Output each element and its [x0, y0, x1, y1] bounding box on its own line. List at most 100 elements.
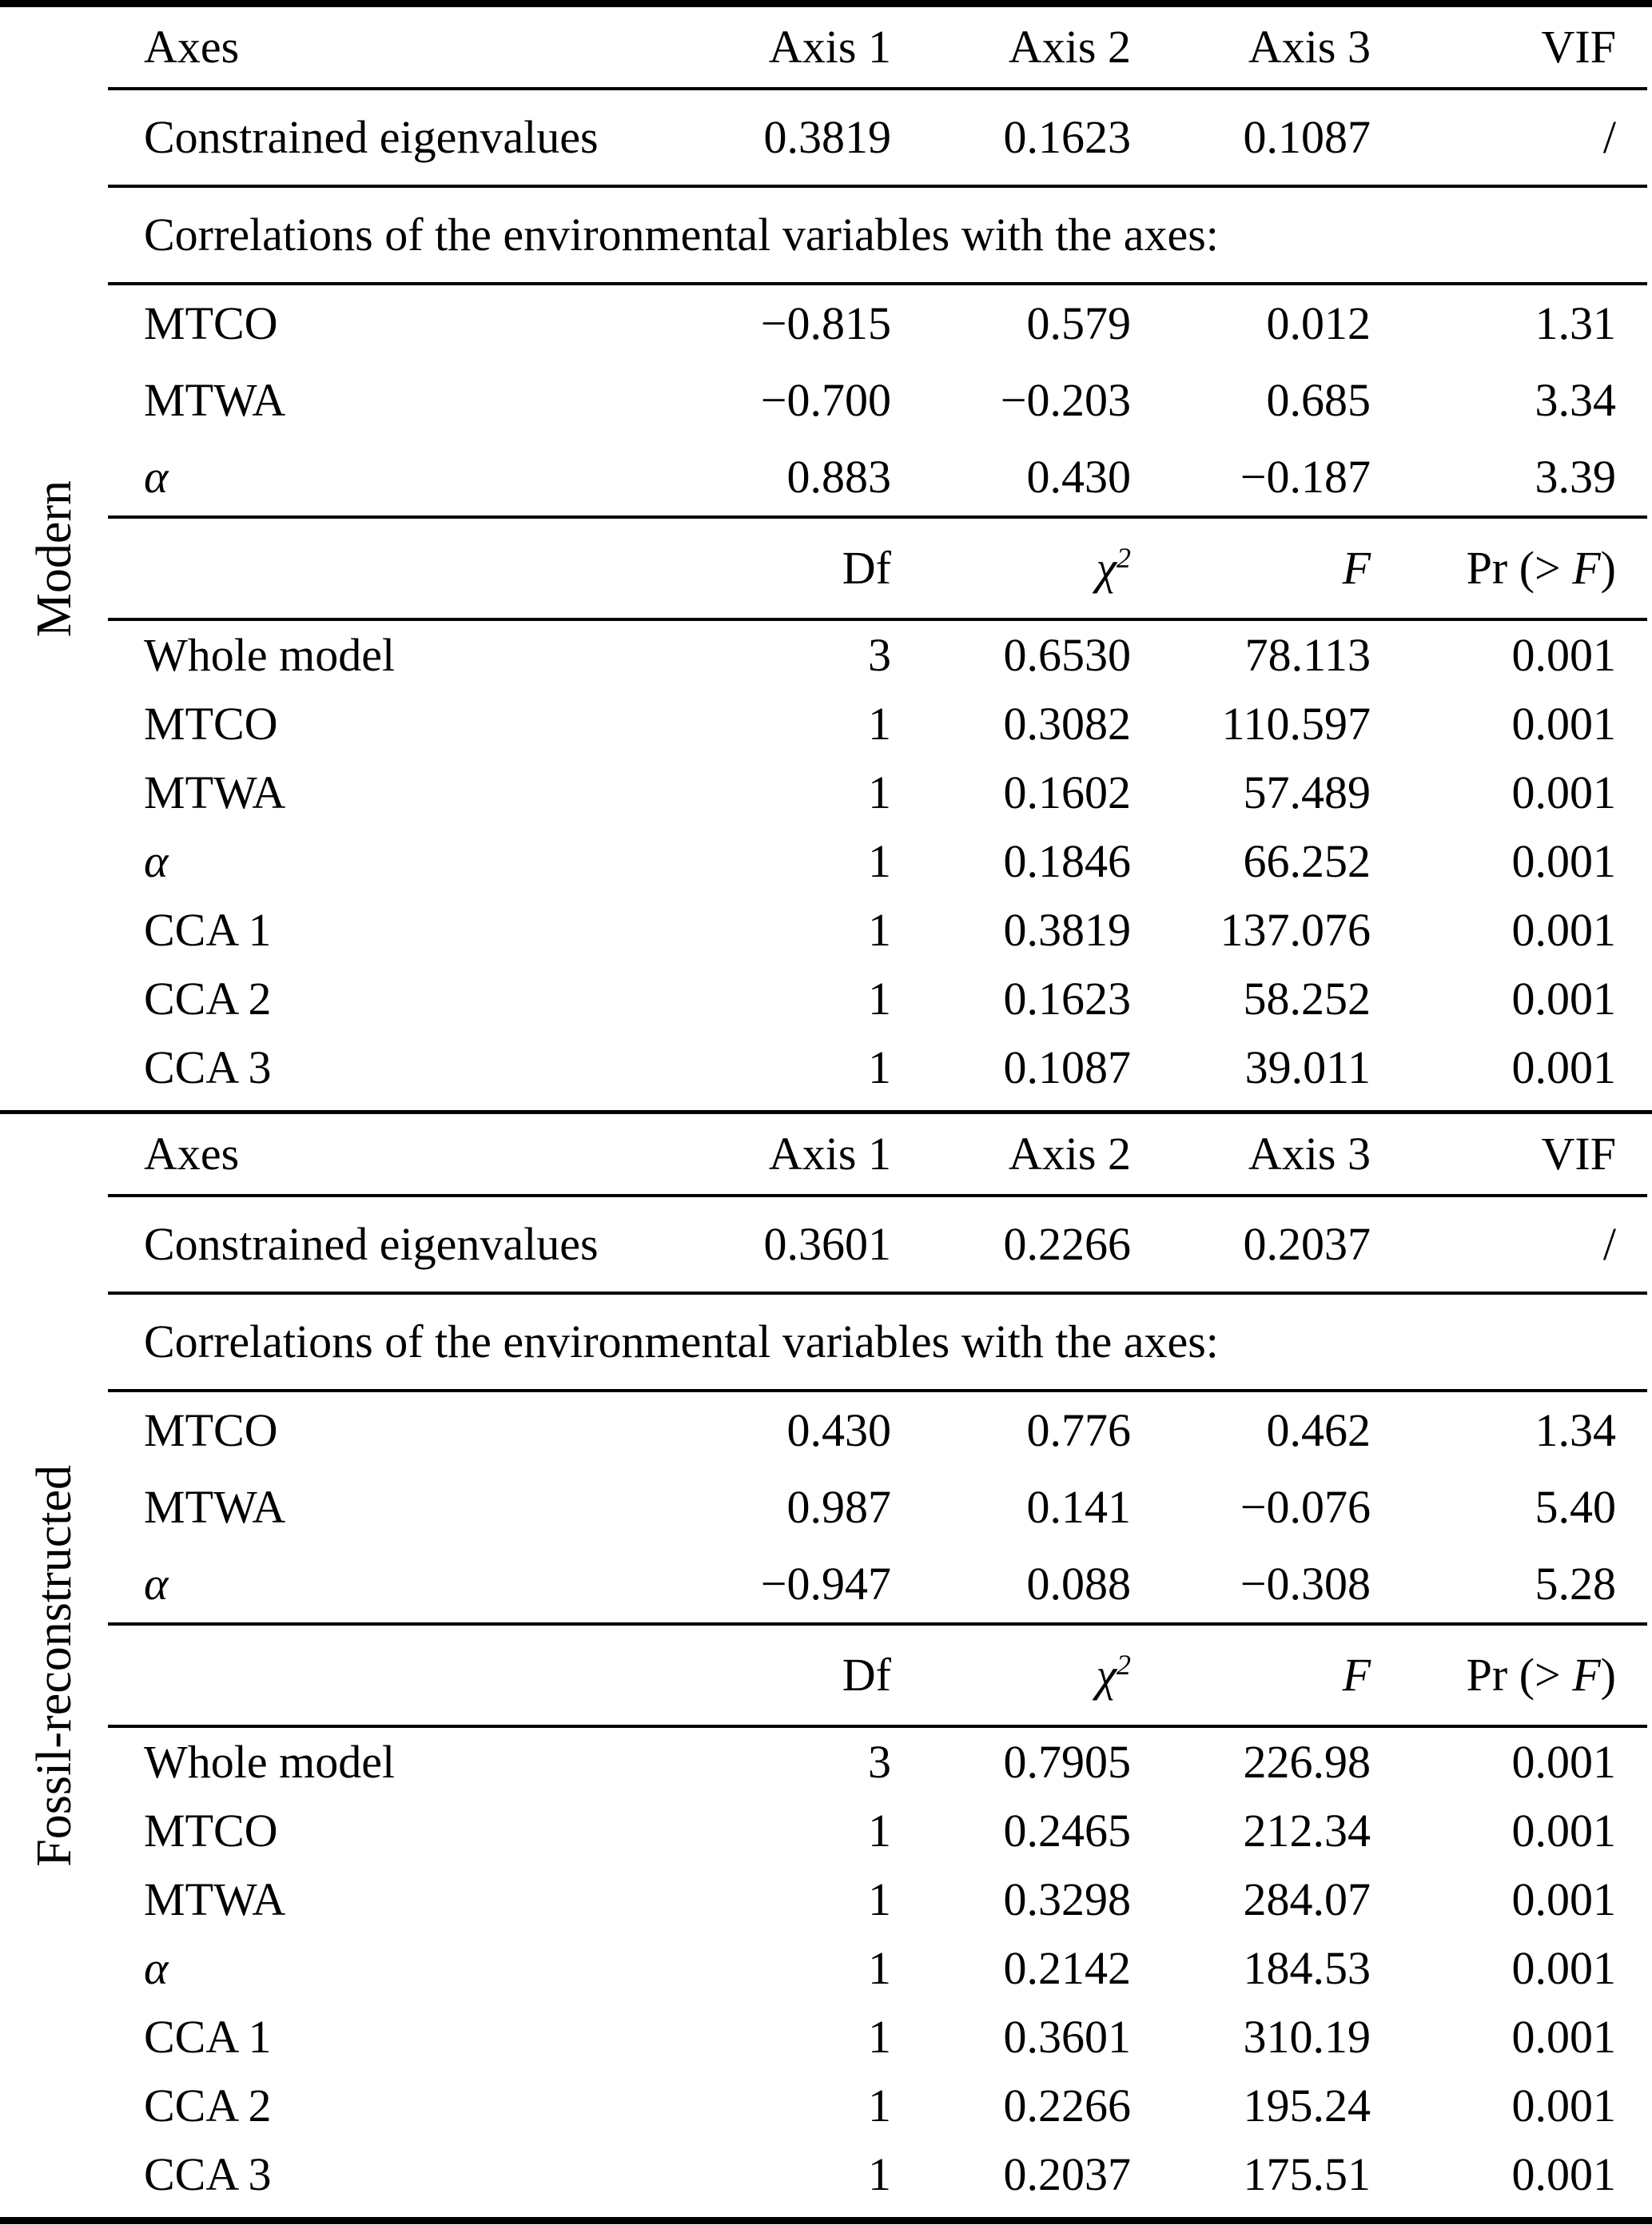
test-row: Whole model 3 0.7905 226.98 0.001 [108, 1728, 1652, 1797]
test-row: CCA 1 1 0.3601 310.19 0.001 [108, 2003, 1652, 2072]
f-value: 184.53 [1243, 1942, 1371, 1994]
pr-suffix: ) [1600, 1649, 1616, 1701]
axis2-value: 0.141 [1026, 1481, 1132, 1533]
horizontal-rule [108, 282, 1647, 285]
axis3-value: 0.012 [1266, 297, 1371, 349]
chi-squared-value: 0.3601 [1003, 2011, 1132, 2063]
chi-squared-value: 0.2037 [1003, 2148, 1132, 2200]
correlations-title-row: Correlations of the environmental variab… [108, 1295, 1652, 1389]
f-value: 78.113 [1244, 629, 1371, 681]
axis2-value: 0.776 [1026, 1404, 1132, 1456]
pr-f-symbol: F [1572, 1649, 1601, 1701]
axis3-value: 0.2037 [1243, 1218, 1371, 1270]
axis3-column-header: Axis 3 [1248, 1128, 1371, 1180]
pr-value: 0.001 [1511, 1805, 1617, 1857]
row-label: Constrained eigenvalues [144, 1218, 599, 1270]
horizontal-rule [108, 1622, 1647, 1626]
pr-value: 0.001 [1511, 904, 1617, 956]
axis2-value: 0.2266 [1003, 1218, 1132, 1270]
correlations-block: MTCO −0.815 0.579 0.012 1.31 MTWA −0.700… [108, 285, 1652, 515]
f-value: 310.19 [1243, 2011, 1371, 2063]
f-value: 195.24 [1243, 2080, 1371, 2131]
test-header-row: Df χ2 F Pr (> F) [108, 519, 1652, 618]
df-value: 1 [868, 2148, 891, 2200]
row-label: MTWA [144, 766, 286, 818]
section-content: Axes Axis 1 Axis 2 Axis 3 VIF Constraine… [108, 1114, 1652, 2217]
test-header-row: Df χ2 F Pr (> F) [108, 1626, 1652, 1725]
row-label: MTWA [144, 1481, 286, 1533]
f-column-header: F [1342, 542, 1371, 594]
test-row: MTCO 1 0.2465 212.34 0.001 [108, 1797, 1652, 1865]
axis1-value: 0.883 [786, 451, 892, 503]
axis3-column-header: Axis 3 [1248, 21, 1371, 73]
chi-squared-value: 0.6530 [1003, 629, 1132, 681]
row-label: CCA 1 [144, 904, 272, 956]
chi-symbol: χ [1096, 542, 1117, 594]
axis1-value: 0.987 [786, 1481, 892, 1533]
row-label: CCA 1 [144, 2011, 272, 2063]
f-column-header: F [1342, 1649, 1371, 1701]
test-row: MTWA 1 0.1602 57.489 0.001 [108, 758, 1652, 827]
row-label: MTCO [144, 698, 278, 750]
vif-value: 3.39 [1535, 451, 1617, 503]
f-value: 226.98 [1243, 1736, 1371, 1788]
row-label: MTWA [144, 374, 286, 426]
chi-squared-value: 0.1602 [1003, 766, 1132, 818]
df-value: 1 [868, 698, 891, 750]
chi-squared-column-header: χ2 [891, 1649, 1131, 1701]
axis1-value: −0.947 [760, 1558, 891, 1610]
df-value: 1 [868, 2080, 891, 2131]
vif-value: / [1602, 111, 1616, 163]
correlation-row: α −0.947 0.088 −0.308 5.28 [108, 1546, 1652, 1622]
pr-value: 0.001 [1511, 2080, 1617, 2131]
f-value: 212.34 [1243, 1805, 1371, 1857]
eigenvalues-row: Constrained eigenvalues 0.3819 0.1623 0.… [108, 90, 1652, 185]
significance-tests-block: Whole model 3 0.7905 226.98 0.001 MTCO 1… [108, 1728, 1652, 2217]
correlation-row: MTCO 0.430 0.776 0.462 1.34 [108, 1392, 1652, 1469]
axes-header-row: Axes Axis 1 Axis 2 Axis 3 VIF [108, 1114, 1652, 1194]
f-value: 284.07 [1243, 1873, 1371, 1925]
eigenvalues-row: Constrained eigenvalues 0.3601 0.2266 0.… [108, 1197, 1652, 1292]
section-label-fossil-reconstructed: Fossil-reconstructed [26, 1464, 82, 1867]
row-label: Whole model [144, 629, 396, 681]
test-row: CCA 2 1 0.1623 58.252 0.001 [108, 965, 1652, 1033]
row-label: Constrained eigenvalues [144, 111, 599, 163]
row-label: α [144, 1558, 169, 1610]
test-row: CCA 3 1 0.1087 39.011 0.001 [108, 1033, 1652, 1102]
horizontal-rule [108, 515, 1647, 519]
vif-column-header: VIF [1541, 21, 1616, 73]
chi-squared-value: 0.3082 [1003, 698, 1132, 750]
axis2-value: −0.203 [1000, 374, 1131, 426]
horizontal-rule [108, 185, 1647, 188]
pr-value: 0.001 [1511, 698, 1617, 750]
chi-superscript: 2 [1117, 1649, 1131, 1682]
f-value: 175.51 [1243, 2148, 1371, 2200]
f-value: 110.597 [1221, 698, 1371, 750]
section-label-modern: Modern [26, 480, 82, 638]
row-label: α [144, 451, 169, 503]
test-row: α 1 0.2142 184.53 0.001 [108, 1934, 1652, 2003]
horizontal-rule [108, 1194, 1647, 1197]
vif-value: 1.31 [1535, 297, 1617, 349]
chi-symbol: χ [1096, 1649, 1117, 1701]
pr-value: 0.001 [1511, 766, 1617, 818]
section-content: Axes Axis 1 Axis 2 Axis 3 VIF Constraine… [108, 7, 1652, 1110]
f-value: 39.011 [1244, 1041, 1371, 1093]
section-side-column: Fossil-reconstructed [0, 1114, 108, 2217]
horizontal-rule [108, 1292, 1647, 1295]
row-label: CCA 2 [144, 2080, 272, 2131]
df-value: 1 [868, 1041, 891, 1093]
axes-column-header: Axes [144, 1128, 240, 1180]
axis2-column-header: Axis 2 [1008, 1128, 1131, 1180]
axis3-value: −0.076 [1240, 1481, 1371, 1533]
axis3-value: 0.1087 [1243, 111, 1371, 163]
vif-column-header: VIF [1541, 1128, 1616, 1180]
pr-column-header: Pr (> F) [1371, 545, 1616, 591]
axis1-column-header: Axis 1 [768, 21, 891, 73]
vif-value: 5.40 [1535, 1481, 1617, 1533]
pr-prefix: Pr (> [1466, 1649, 1573, 1701]
pr-f-symbol: F [1572, 542, 1601, 594]
axis1-value: 0.430 [786, 1404, 892, 1456]
axis1-value: −0.815 [760, 297, 891, 349]
